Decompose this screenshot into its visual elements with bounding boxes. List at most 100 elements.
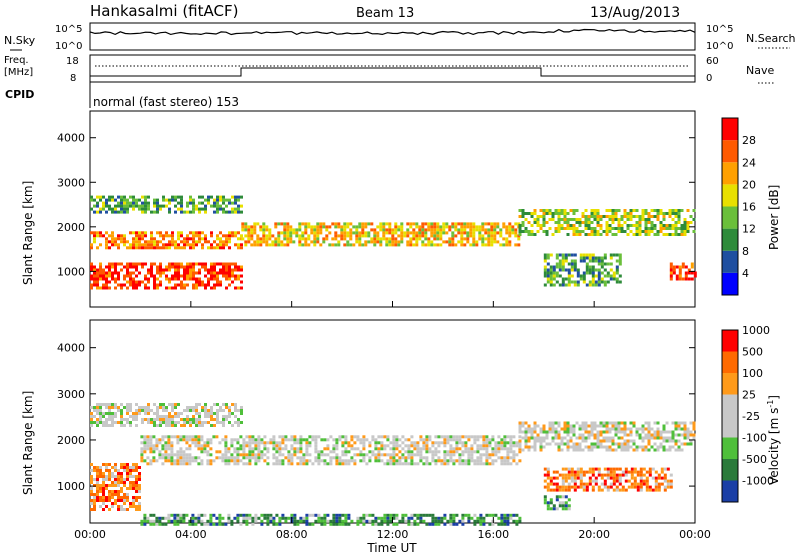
velocity-cell xyxy=(651,467,655,471)
velocity-cell xyxy=(188,453,192,457)
power-cell xyxy=(201,207,204,211)
velocity-cell xyxy=(567,482,571,486)
power-cell xyxy=(183,246,186,250)
power-cell xyxy=(331,237,335,241)
power-cell xyxy=(156,198,159,202)
power-cell xyxy=(96,277,99,281)
colorbar-frame xyxy=(721,329,739,503)
power-cell xyxy=(569,227,573,230)
velocity-cell xyxy=(236,456,240,460)
velocity-cell xyxy=(671,430,675,434)
power-cell xyxy=(174,271,177,275)
velocity-cell xyxy=(473,462,477,466)
power-cell xyxy=(521,215,525,218)
power-cell xyxy=(144,286,147,290)
power-cell xyxy=(514,222,518,226)
velocity-cell xyxy=(555,482,559,486)
power-cell xyxy=(210,195,213,199)
velocity-cell xyxy=(356,516,360,520)
power-cell xyxy=(105,198,108,202)
velocity-cell xyxy=(329,459,333,463)
power-cell xyxy=(597,274,601,278)
power-cell xyxy=(367,222,371,226)
velocity-cell xyxy=(209,438,213,442)
power-cell xyxy=(433,243,437,247)
power-cell xyxy=(549,280,553,284)
velocity-cell xyxy=(120,508,123,511)
velocity-cell xyxy=(413,441,417,445)
velocity-cell xyxy=(422,447,426,451)
power-cell xyxy=(259,240,263,244)
power-cell xyxy=(96,280,99,284)
velocity-cell xyxy=(162,403,165,406)
velocity-cell xyxy=(302,519,306,523)
velocity-cell xyxy=(335,516,339,520)
velocity-cell xyxy=(374,519,378,523)
velocity-cell xyxy=(443,462,447,466)
velocity-cell xyxy=(657,473,661,477)
velocity-cell xyxy=(566,421,570,425)
power-cell xyxy=(361,228,365,232)
power-cell xyxy=(153,201,156,205)
power-cell xyxy=(186,243,189,247)
power-cell xyxy=(117,243,120,247)
velocity-cell xyxy=(272,456,276,460)
velocity-cell xyxy=(155,447,159,451)
velocity-cell xyxy=(123,493,126,496)
power-cell xyxy=(144,210,147,214)
velocity-cell xyxy=(639,473,643,477)
power-cell xyxy=(231,271,234,275)
power-cell xyxy=(219,262,222,266)
power-cell xyxy=(683,230,687,233)
colorbar-segment xyxy=(722,140,738,163)
power-cell xyxy=(343,234,347,238)
power-cell xyxy=(611,218,615,221)
power-cell xyxy=(454,243,458,247)
power-cell xyxy=(268,237,272,241)
power-cell xyxy=(594,259,598,263)
nsearch-tick-bottom: 10^0 xyxy=(706,41,733,52)
velocity-cell xyxy=(99,412,102,415)
power-cell xyxy=(567,274,571,278)
velocity-cell xyxy=(200,444,204,448)
power-cell xyxy=(256,240,260,244)
velocity-cell xyxy=(317,435,321,439)
velocity-cell xyxy=(633,479,637,483)
velocity-cell xyxy=(111,496,114,499)
power-cell xyxy=(304,237,308,241)
velocity-cell xyxy=(114,466,117,469)
power-cell xyxy=(418,225,422,229)
velocity-cell xyxy=(105,466,108,469)
power-cell xyxy=(618,280,622,284)
power-cell xyxy=(265,237,269,241)
velocity-cell xyxy=(185,462,189,466)
velocity-cell xyxy=(476,459,480,463)
velocity-cell xyxy=(422,519,426,523)
velocity-cell xyxy=(290,438,294,442)
power-cell xyxy=(606,274,610,278)
velocity-cell xyxy=(192,418,195,421)
velocity-cell xyxy=(320,516,324,520)
power-cell xyxy=(132,271,135,275)
velocity-cell xyxy=(105,496,108,499)
velocity-cell xyxy=(192,409,195,412)
power-cell xyxy=(615,259,619,263)
velocity-cell xyxy=(452,435,456,439)
power-cell xyxy=(394,228,398,232)
power-cell xyxy=(222,201,225,205)
velocity-cell xyxy=(555,507,559,511)
velocity-cell xyxy=(272,447,276,451)
power-cell xyxy=(382,222,386,226)
velocity-cell xyxy=(488,441,492,445)
power-cell xyxy=(126,207,129,211)
velocity-cell xyxy=(398,444,402,448)
velocity-cell xyxy=(209,516,213,520)
velocity-cell xyxy=(374,522,378,526)
power-cell xyxy=(277,237,281,241)
power-cell xyxy=(379,225,383,229)
velocity-cell xyxy=(573,470,577,474)
nave-tick-top: 60 xyxy=(706,56,719,67)
velocity-cell xyxy=(458,456,462,460)
power-cell xyxy=(114,271,117,275)
